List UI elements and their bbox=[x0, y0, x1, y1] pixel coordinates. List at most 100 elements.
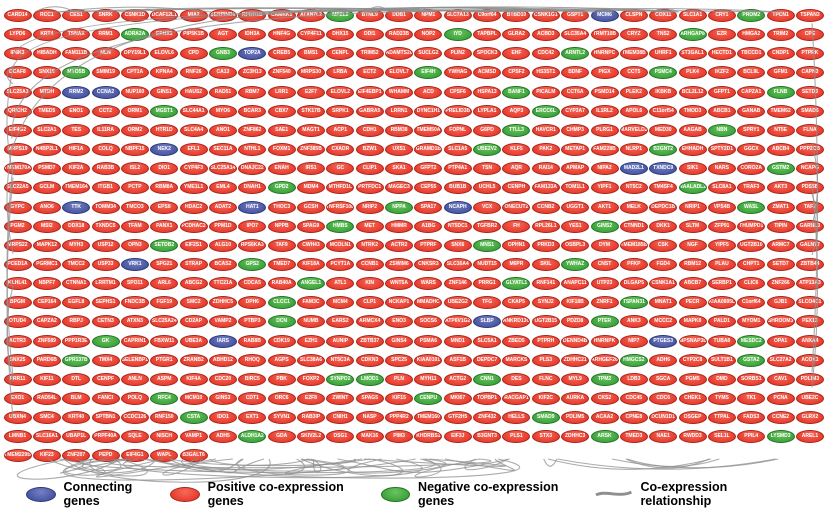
gene-node: TMED3 bbox=[619, 430, 648, 444]
connecting-gene-ellipse-icon bbox=[26, 486, 56, 502]
gene-node: FLNB bbox=[766, 85, 795, 99]
gene-node: MAGEC3 bbox=[385, 181, 414, 195]
gene-node: DCUN1D1 bbox=[649, 411, 678, 425]
gene-node: GGCX bbox=[737, 143, 766, 157]
gene-node: UXS1 bbox=[385, 143, 414, 157]
gene-node: SIK1 bbox=[678, 162, 707, 176]
gene-node: BCL9L bbox=[737, 66, 766, 80]
gene-node: FAM133A bbox=[531, 181, 560, 195]
gene-node: VAMP2 bbox=[208, 315, 237, 329]
gene-node: HSPA13 bbox=[473, 85, 502, 99]
gene-node: CDH1 bbox=[355, 123, 384, 137]
gene-node: B3GNT3 bbox=[473, 430, 502, 444]
gene-node: ATXN7L2 bbox=[297, 9, 325, 22]
gene-node: SEC11A bbox=[208, 143, 237, 157]
gene-node: HNRNPK bbox=[590, 334, 619, 348]
gene-node: ZNF862 bbox=[238, 123, 267, 137]
gene-node: PTER bbox=[590, 315, 619, 329]
gene-node: TMOD3 bbox=[678, 104, 707, 118]
gene-node: SLC1A5 bbox=[443, 143, 472, 157]
gene-node: DPH6 bbox=[238, 296, 267, 310]
gene-node: PALD1 bbox=[707, 315, 736, 329]
gene-node: HMMR bbox=[385, 219, 414, 233]
gene-node: CXADR bbox=[326, 143, 355, 157]
gene-node: SEPHS1 bbox=[91, 296, 120, 310]
gene-node: SLC4A4 bbox=[179, 123, 208, 137]
gene-node: MARCKS bbox=[502, 353, 531, 367]
gene-node: TTPAL bbox=[707, 411, 736, 425]
gene-node: GNB3 bbox=[208, 47, 237, 61]
gene-node: BPGM bbox=[3, 296, 32, 310]
gene-node: KLHL41 bbox=[3, 277, 32, 291]
gene-node: PSMA6 bbox=[414, 334, 443, 348]
gene-node: NIP7 bbox=[619, 334, 648, 348]
gene-node: PRRG1 bbox=[473, 277, 502, 291]
gene-node: CENPF bbox=[91, 372, 120, 386]
gene-node: YES1 bbox=[561, 219, 590, 233]
gene-node: CENPL bbox=[326, 47, 355, 61]
gene-node: KIF11 bbox=[32, 372, 61, 386]
gene-node: SLC25A3 bbox=[3, 85, 32, 99]
gene-node: PPP1R3E bbox=[62, 334, 91, 348]
gene-node: CDCA5 bbox=[238, 277, 267, 291]
gene-node: NEK2 bbox=[150, 143, 179, 157]
gene-node: SPAG5 bbox=[355, 392, 384, 405]
gene-node: DCAF8 bbox=[3, 66, 32, 80]
gene-node: DEPDC1B bbox=[649, 200, 678, 214]
gene-node: PLAU bbox=[707, 257, 736, 271]
gene-node: SEL1L bbox=[707, 430, 736, 444]
gene-node: RACGAP1 bbox=[502, 392, 531, 405]
gene-node: ORM2 bbox=[120, 123, 149, 137]
gene-node: NCAPG bbox=[795, 162, 824, 176]
gene-node: NPM1 bbox=[414, 9, 443, 22]
gene-node: ERCC6L bbox=[531, 104, 560, 118]
gene-node: C11orf54 bbox=[649, 104, 678, 118]
gene-node: ANGEL1 bbox=[297, 277, 325, 291]
gene-node: PAK2 bbox=[531, 143, 560, 157]
gene-node: GDA bbox=[267, 430, 296, 444]
gene-node: MCOLN1 bbox=[326, 238, 355, 252]
gene-node: ZDHHC3 bbox=[561, 430, 590, 444]
gene-node: MPZL2 bbox=[326, 9, 355, 22]
gene-node: C9orf64 bbox=[473, 9, 502, 22]
gene-node: ACTR2 bbox=[385, 238, 414, 252]
gene-node: CDKN3 bbox=[355, 353, 384, 367]
gene-node: AKT1 bbox=[590, 200, 619, 214]
gene-node: DPY19L1 bbox=[120, 47, 149, 61]
gene-node: CENPH bbox=[502, 181, 531, 195]
gene-node: GARNL3 bbox=[795, 219, 824, 233]
gene-node: LMOD1 bbox=[355, 372, 384, 386]
gene-node: CSNK1A1 bbox=[649, 277, 678, 291]
gene-node: PICALM bbox=[531, 85, 560, 99]
gene-node: THUMPD1 bbox=[737, 219, 766, 233]
gene-node: OSBPL3 bbox=[561, 238, 590, 252]
gene-node: WARS bbox=[414, 277, 443, 291]
gene-node: FOXP2 bbox=[297, 372, 325, 386]
gene-node: PTGR1 bbox=[150, 353, 179, 367]
gene-node: NT5C3A bbox=[326, 353, 355, 367]
gene-node: SLC25A14 bbox=[208, 162, 237, 176]
gene-node: TPM2 bbox=[590, 372, 619, 386]
gene-node: ACP1 bbox=[326, 123, 355, 137]
gene-node: CLSPN bbox=[619, 9, 648, 22]
gene-node: PDZD8 bbox=[561, 315, 590, 329]
gene-node: QRICH2 bbox=[3, 104, 32, 118]
gene-node: DIO1 bbox=[150, 162, 179, 176]
gene-node: CCNA2 bbox=[91, 85, 120, 99]
gene-node: AQR bbox=[502, 162, 531, 176]
gene-node: ANAPC11 bbox=[561, 277, 590, 291]
gene-node: ADH5 bbox=[208, 430, 237, 444]
gene-node: CHPT1 bbox=[737, 257, 766, 271]
gene-node: TMEM50A bbox=[414, 123, 443, 137]
gene-node: MAPK12 bbox=[32, 238, 61, 252]
gene-node: SUCLG2 bbox=[414, 47, 443, 61]
gene-node: METAP1 bbox=[561, 143, 590, 157]
gene-node: TRMT10B bbox=[590, 28, 619, 42]
gene-node: UGGT1 bbox=[561, 200, 590, 214]
gene-node: SLC2A1 bbox=[32, 123, 61, 137]
gene-node: TFG bbox=[473, 296, 502, 310]
gene-node: FBXW11 bbox=[150, 334, 179, 348]
gene-node: HS3ST1 bbox=[531, 66, 560, 80]
gene-node: CHMP3 bbox=[561, 123, 590, 137]
gene-node: TAF9 bbox=[267, 238, 296, 252]
